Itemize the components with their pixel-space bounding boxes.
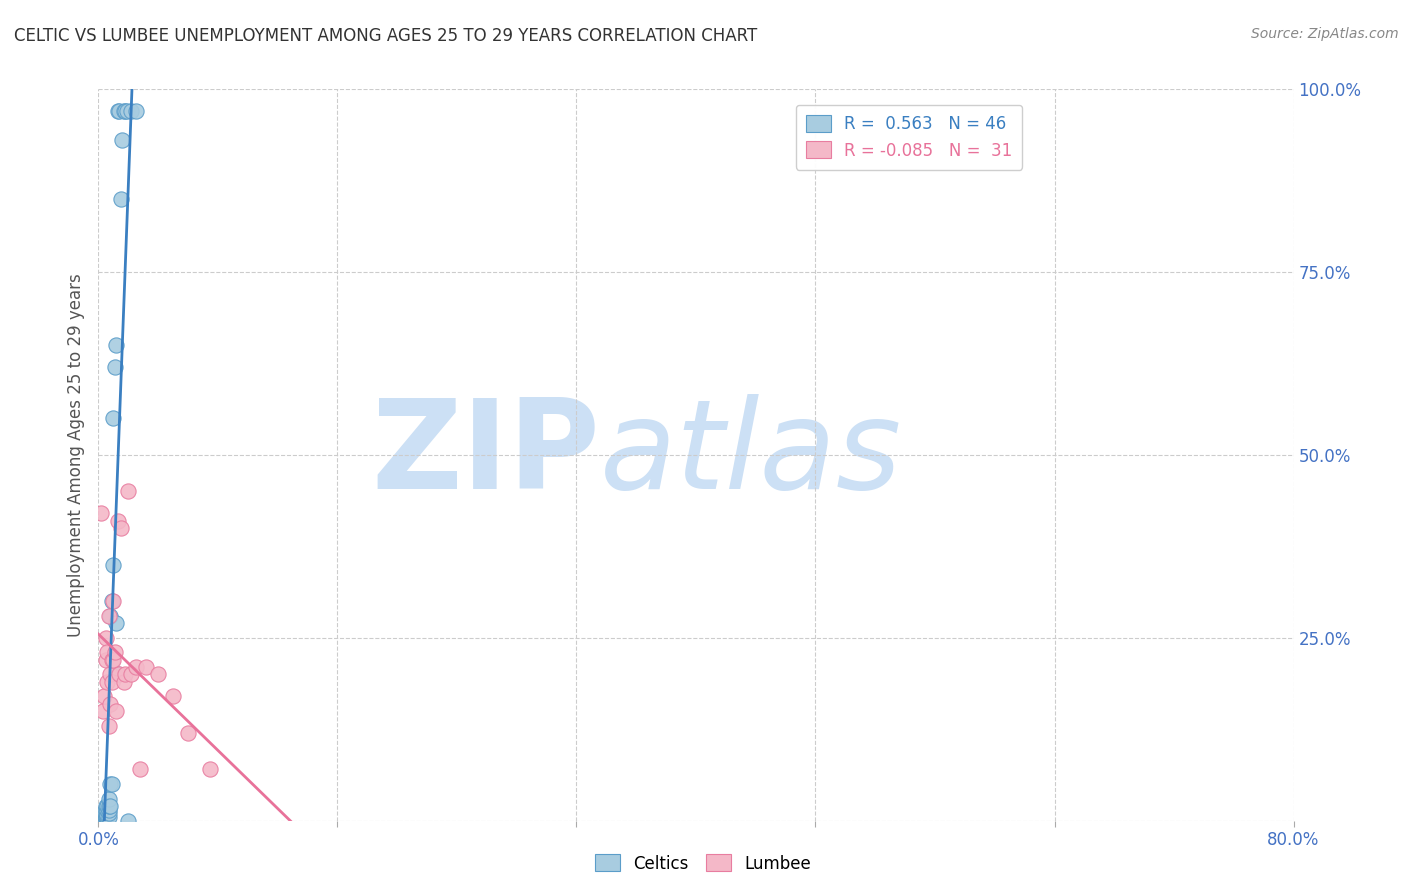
Point [112, 674, 135, 689]
Point [125, 104, 148, 119]
Point [94, 803, 117, 817]
Y-axis label: Unemployment Among Ages 25 to 29 years: Unemployment Among Ages 25 to 29 years [67, 273, 86, 637]
Point [111, 133, 134, 147]
Point [90, 814, 112, 828]
Point [105, 704, 128, 718]
Point [103, 558, 125, 572]
Point [96, 645, 118, 659]
Point [90, 507, 112, 521]
Point [129, 763, 152, 777]
Point [90, 812, 112, 826]
Point [100, 667, 122, 681]
Point [114, 104, 136, 119]
Point [105, 616, 128, 631]
Point [101, 594, 124, 608]
Point [114, 667, 136, 681]
Point [96, 803, 118, 817]
Point [112, 104, 135, 119]
Point [97, 608, 120, 623]
Point [103, 411, 125, 425]
Point [97, 803, 120, 817]
Point [110, 192, 132, 206]
Point [94, 810, 117, 824]
Text: CELTIC VS LUMBEE UNEMPLOYMENT AMONG AGES 25 TO 29 YEARS CORRELATION CHART: CELTIC VS LUMBEE UNEMPLOYMENT AMONG AGES… [14, 27, 758, 45]
Legend: R =  0.563   N = 46, R = -0.085   N =  31: R = 0.563 N = 46, R = -0.085 N = 31 [796, 105, 1022, 169]
Point [101, 777, 124, 791]
Point [103, 653, 125, 667]
Point [100, 799, 122, 814]
Point [100, 777, 122, 791]
Point [117, 814, 139, 828]
Point [103, 594, 125, 608]
Point [162, 690, 184, 704]
Point [105, 338, 128, 352]
Point [96, 674, 118, 689]
Point [107, 514, 129, 528]
Text: ZIP: ZIP [371, 394, 600, 516]
Point [94, 799, 117, 814]
Text: atlas: atlas [600, 394, 903, 516]
Point [91, 810, 114, 824]
Legend: Celtics, Lumbee: Celtics, Lumbee [589, 847, 817, 880]
Point [91, 807, 114, 822]
Point [96, 810, 118, 824]
Point [110, 521, 132, 535]
Point [97, 806, 120, 821]
Point [94, 812, 117, 826]
Point [87, 810, 110, 824]
Point [107, 667, 129, 681]
Point [108, 104, 131, 119]
Point [177, 726, 200, 740]
Point [93, 812, 115, 826]
Point [97, 791, 120, 805]
Point [100, 608, 122, 623]
Point [93, 810, 115, 824]
Point [148, 667, 170, 681]
Point [101, 674, 124, 689]
Text: Source: ZipAtlas.com: Source: ZipAtlas.com [1251, 27, 1399, 41]
Point [97, 718, 120, 732]
Point [96, 807, 118, 822]
Point [94, 808, 117, 822]
Point [91, 704, 114, 718]
Point [104, 645, 127, 659]
Point [120, 667, 142, 681]
Point [108, 667, 131, 681]
Point [117, 484, 139, 499]
Point [94, 653, 117, 667]
Point [96, 799, 118, 814]
Point [94, 631, 117, 645]
Point [125, 660, 148, 674]
Point [97, 799, 120, 814]
Point [93, 805, 115, 819]
Point [120, 104, 142, 119]
Point [91, 809, 114, 823]
Point [94, 806, 117, 821]
Point [97, 810, 120, 824]
Point [100, 697, 122, 711]
Point [115, 104, 138, 119]
Point [200, 763, 222, 777]
Point [101, 653, 124, 667]
Point [135, 660, 157, 674]
Point [104, 360, 127, 375]
Point [93, 807, 115, 822]
Point [107, 104, 129, 119]
Point [93, 690, 115, 704]
